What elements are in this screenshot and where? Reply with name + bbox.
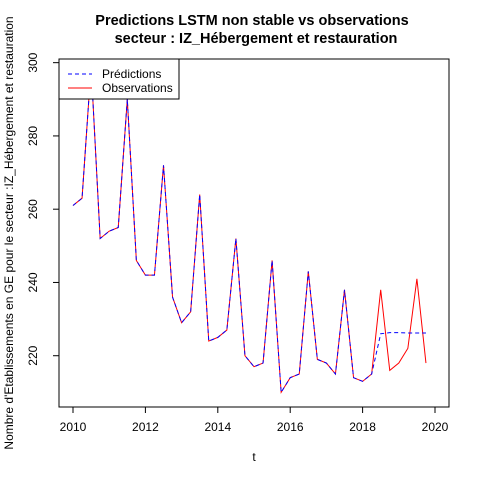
y-tick-label: 300	[26, 52, 40, 72]
y-tick-label: 280	[26, 126, 40, 146]
x-tick-label: 2012	[132, 420, 159, 434]
legend-label-predictions: Prédictions	[102, 67, 161, 81]
y-tick-label: 260	[26, 199, 40, 219]
y-axis: 220 240 260 280 300	[26, 52, 60, 366]
x-tick-label: 2016	[277, 420, 304, 434]
y-tick-label: 220	[26, 345, 40, 365]
y-axis-label: Nombre d'Etablissements en GE pour le se…	[2, 16, 16, 449]
plot-frame	[58, 58, 450, 408]
x-tick-label: 2014	[204, 420, 231, 434]
series-layer	[72, 66, 427, 394]
x-tick-label: 2010	[60, 420, 87, 434]
legend: Prédictions Observations	[58, 58, 180, 100]
chart-title-line2: secteur : IZ_Hébergement et restauration	[115, 31, 398, 47]
series-line-pr-dictions	[72, 66, 426, 394]
x-axis-label: t	[252, 450, 256, 464]
legend-label-observations: Observations	[102, 81, 173, 95]
x-tick-label: 2018	[349, 420, 376, 434]
x-axis: 2010 2012 2014 2016 2018 2020	[60, 406, 449, 434]
legend-box	[58, 58, 180, 100]
y-tick-label: 240	[26, 272, 40, 292]
x-tick-label: 2020	[422, 420, 449, 434]
chart-title-line1: Predictions LSTM non stable vs observati…	[95, 13, 408, 29]
